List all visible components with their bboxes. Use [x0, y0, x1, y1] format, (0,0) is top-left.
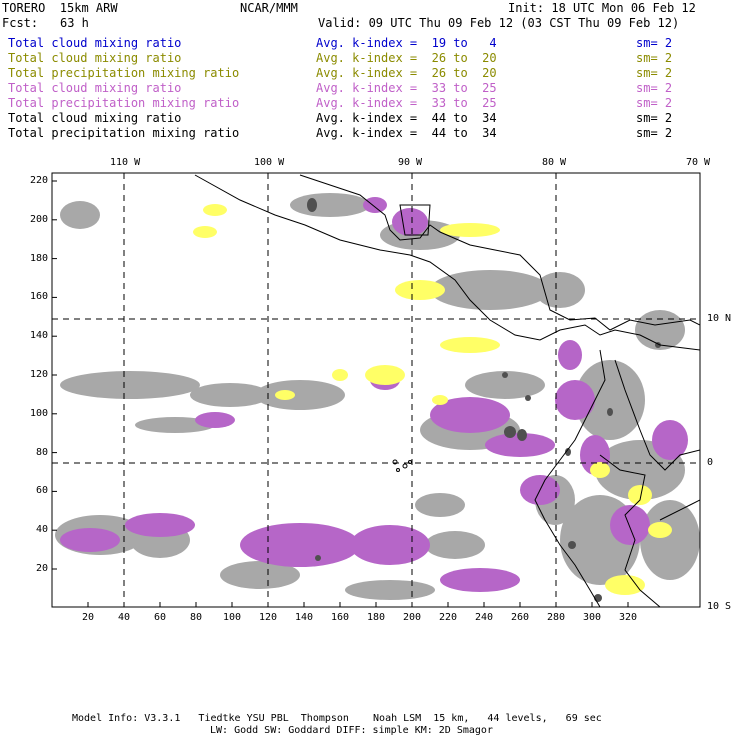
x-tick-label: 60 — [153, 612, 167, 623]
y-tick-label: 120 — [29, 369, 48, 380]
legend-smoothing: sm= 2 — [636, 51, 673, 65]
physics-info: LW: Godd SW: Goddard DIFF: simple KM: 2D… — [210, 725, 493, 736]
longitude-label: 110 W — [110, 157, 141, 168]
x-tick-label: 160 — [330, 612, 350, 623]
x-tick-label: 100 — [222, 612, 242, 623]
y-tick-label: 200 — [29, 213, 48, 225]
y-tick-label: 80 — [35, 446, 48, 458]
x-tick-label: 180 — [366, 612, 386, 623]
cloud-cores-dark — [307, 198, 661, 602]
x-tick-label: 20 — [81, 612, 95, 623]
x-tick-label: 260 — [510, 612, 530, 623]
longitude-label: 80 W — [542, 157, 567, 168]
x-tick-label: 220 — [438, 612, 458, 623]
legend-range: Avg. k-index = 33 to 25 — [316, 96, 497, 110]
x-tick-label: 320 — [618, 612, 638, 623]
legend-field: Total cloud mixing ratio — [8, 81, 182, 95]
latitude-label: 10 N — [707, 313, 732, 324]
legend-range: Avg. k-index = 44 to 34 — [316, 126, 497, 140]
legend-smoothing: sm= 2 — [636, 111, 673, 125]
coastlines — [194, 174, 700, 607]
y-tick-label: 180 — [29, 252, 48, 264]
legend-range: Avg. k-index = 26 to 20 — [316, 66, 497, 80]
legend-field: Total cloud mixing ratio — [8, 111, 182, 125]
cloud-field-yellow — [193, 204, 672, 595]
y-tick-label: 220 — [29, 175, 48, 186]
organization: NCAR/MMM — [240, 1, 298, 15]
legend-range: Avg. k-index = 26 to 20 — [316, 51, 497, 65]
y-tick-label: 140 — [29, 330, 48, 342]
latitude-label: 10 S — [707, 601, 732, 612]
longitude-label: 90 W — [398, 157, 423, 168]
x-tick-label: 240 — [474, 612, 494, 623]
valid-time: Valid: 09 UTC Thu 09 Feb 12 (03 CST Thu … — [318, 16, 680, 30]
legend-field: Total cloud mixing ratio — [8, 51, 182, 65]
legend-field: Total precipitation mixing ratio — [8, 96, 240, 110]
x-tick-label: 40 — [117, 612, 131, 623]
y-tick-label: 40 — [35, 524, 48, 536]
latitude-label: 0 — [707, 457, 714, 468]
init-time: Init: 18 UTC Mon 06 Feb 12 — [508, 1, 696, 15]
legend-range: Avg. k-index = 44 to 34 — [316, 111, 497, 125]
model-info: Model Info: V3.3.1 Tiedtke YSU PBL Thomp… — [72, 713, 602, 724]
legend-smoothing: sm= 2 — [636, 96, 673, 110]
y-tick-label: 100 — [29, 407, 48, 419]
y-tick-label: 60 — [35, 485, 48, 497]
legend-smoothing: sm= 2 — [636, 36, 673, 50]
legend-field: Total precipitation mixing ratio — [8, 126, 240, 140]
legend-smoothing: sm= 2 — [636, 66, 673, 80]
graticule — [52, 173, 700, 607]
x-tick-label: 280 — [546, 612, 566, 623]
forecast-label: Fcst: — [2, 16, 39, 30]
x-tick-label: 200 — [402, 612, 422, 623]
precip-field-purple — [60, 197, 688, 592]
legend-smoothing: sm= 2 — [636, 81, 673, 95]
longitude-label: 100 W — [254, 157, 285, 168]
longitude-label: 70 W — [686, 157, 711, 168]
legend-field: Total cloud mixing ratio — [8, 36, 182, 50]
legend-range: Avg. k-index = 19 to 4 — [316, 36, 497, 50]
legend-smoothing: sm= 2 — [636, 126, 673, 140]
x-tick-label: 140 — [294, 612, 314, 623]
x-tick-label: 120 — [258, 612, 278, 623]
model-title: TORERO 15km ARW — [2, 1, 118, 15]
x-tick-label: 300 — [582, 612, 602, 623]
legend-range: Avg. k-index = 33 to 25 — [316, 81, 497, 95]
legend-field: Total precipitation mixing ratio — [8, 66, 240, 80]
x-tick-label: 80 — [189, 612, 203, 623]
y-tick-label: 160 — [29, 291, 48, 303]
y-tick-label: 20 — [35, 563, 48, 574]
forecast-hour: 63 h — [60, 16, 89, 30]
